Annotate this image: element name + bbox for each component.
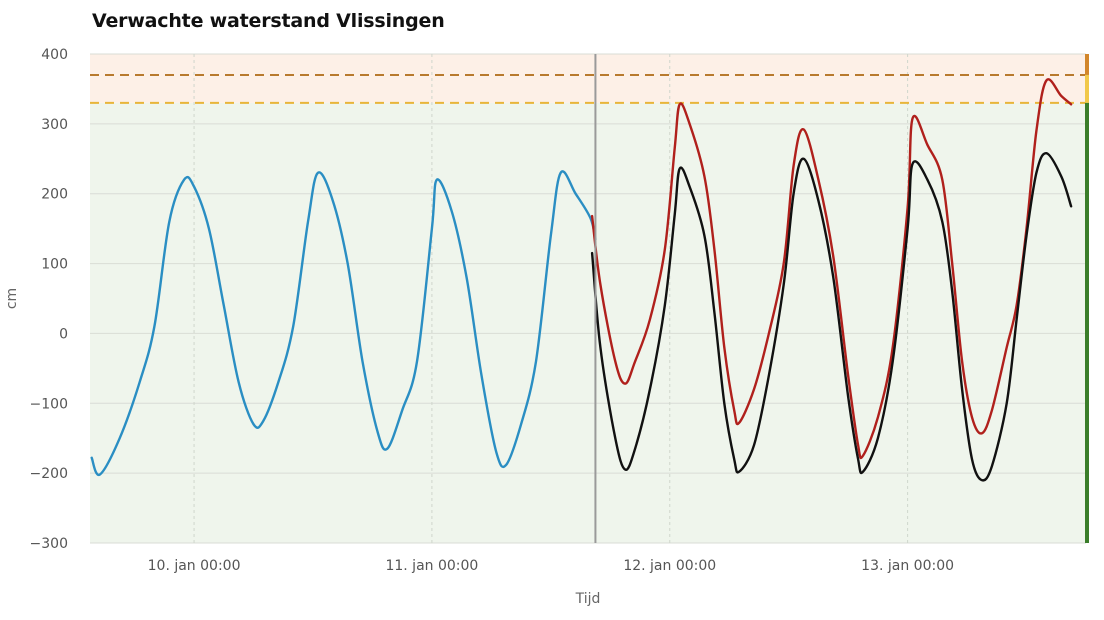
x-tick-label: 13. jan 00:00 xyxy=(861,558,954,574)
status-segment-1 xyxy=(1085,74,1089,103)
y-axis-title: cm xyxy=(4,288,20,309)
chart-title: Verwachte waterstand Vlissingen xyxy=(92,10,445,32)
status-segment-0 xyxy=(1085,54,1089,75)
series-lines xyxy=(90,78,1073,482)
y-tick-label: 300 xyxy=(41,117,68,133)
background-bands xyxy=(90,54,1086,544)
band-0 xyxy=(90,54,1086,103)
right-status-bar xyxy=(1085,54,1089,544)
y-tick-label: −100 xyxy=(30,396,68,412)
x-tick-label: 12. jan 00:00 xyxy=(623,558,716,574)
band-1 xyxy=(90,102,1086,544)
status-segment-2 xyxy=(1085,102,1089,544)
x-tick-label: 10. jan 00:00 xyxy=(148,558,241,574)
y-tick-label: 200 xyxy=(41,187,68,203)
x-tick-labels: 10. jan 00:00 11. jan 00:00 12. jan 00:00 1… xyxy=(148,558,954,574)
y-tick-label: 400 xyxy=(41,47,68,63)
threshold-lines xyxy=(90,73,1086,104)
series-line-1 xyxy=(590,78,1073,460)
x-tick-label: 11. jan 00:00 xyxy=(385,558,478,574)
grid xyxy=(90,53,1086,544)
y-tick-label: −200 xyxy=(30,466,68,482)
y-tick-label: 0 xyxy=(59,326,68,342)
y-tick-label: −300 xyxy=(30,536,68,552)
x-axis-title: Tijd xyxy=(575,591,601,607)
y-tick-label: 100 xyxy=(41,257,68,273)
y-tick-labels: 400 300 200 100 0 −100 −200 −300 xyxy=(30,47,68,552)
series-line-2 xyxy=(590,152,1073,482)
series-line-0 xyxy=(90,170,597,477)
